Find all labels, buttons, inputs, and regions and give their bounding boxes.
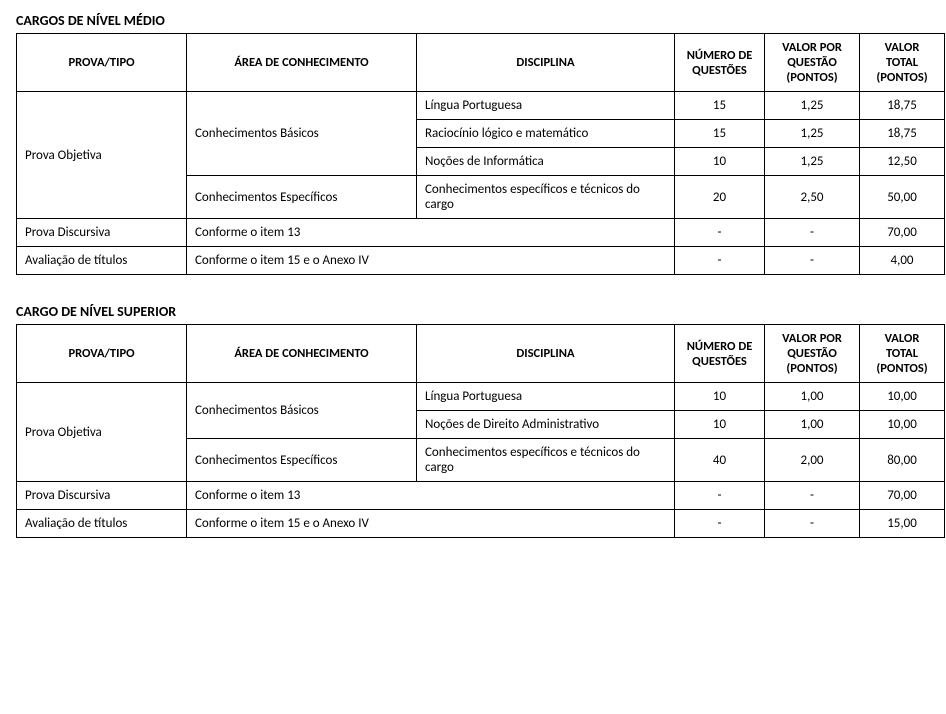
cell-num: - [675, 219, 765, 247]
col-disciplina: DISCIPLINA [417, 325, 675, 383]
cell-area-basicos: Conhecimentos Básicos [187, 383, 417, 439]
cell-vpq: 1,00 [765, 383, 860, 411]
cell-area-especificos: Conhecimentos Específicos [187, 439, 417, 482]
cell-prova-objetiva: Prova Objetiva [17, 92, 187, 219]
col-num: NÚMERO DE QUESTÕES [675, 34, 765, 92]
section-title-medio: CARGOS DE NÍVEL MÉDIO [16, 12, 930, 29]
col-disciplina: DISCIPLINA [417, 34, 675, 92]
col-prova: PROVA/TIPO [17, 34, 187, 92]
cell-vt: 50,00 [860, 176, 945, 219]
cell-disciplina: Raciocínio lógico e matemático [417, 120, 675, 148]
col-vpq: VALOR POR QUESTÃO (PONTOS) [765, 34, 860, 92]
section-title-superior: CARGO DE NÍVEL SUPERIOR [16, 303, 930, 320]
col-vt: VALOR TOTAL (PONTOS) [860, 325, 945, 383]
cell-num: - [675, 247, 765, 275]
cell-prova-discursiva: Prova Discursiva [17, 482, 187, 510]
cell-vt: 80,00 [860, 439, 945, 482]
cell-prova-objetiva: Prova Objetiva [17, 383, 187, 482]
cell-avaliacao-titulos: Avaliação de títulos [17, 510, 187, 538]
cell-vpq: 1,25 [765, 148, 860, 176]
table-row: Prova Objetiva Conhecimentos Básicos Lín… [17, 383, 945, 411]
cell-num: 15 [675, 120, 765, 148]
cell-vt: 10,00 [860, 411, 945, 439]
col-prova: PROVA/TIPO [17, 325, 187, 383]
cell-vpq: - [765, 482, 860, 510]
cell-avaliacao-titulos: Avaliação de títulos [17, 247, 187, 275]
table-header-row: PROVA/TIPO ÁREA DE CONHECIMENTO DISCIPLI… [17, 34, 945, 92]
cell-vpq: 1,00 [765, 411, 860, 439]
table-row: Avaliação de títulos Conforme o item 15 … [17, 247, 945, 275]
cell-vt: 4,00 [860, 247, 945, 275]
table-medio: PROVA/TIPO ÁREA DE CONHECIMENTO DISCIPLI… [16, 33, 945, 275]
col-vpq: VALOR POR QUESTÃO (PONTOS) [765, 325, 860, 383]
col-area: ÁREA DE CONHECIMENTO [187, 325, 417, 383]
cell-disciplina: Noções de Direito Administrativo [417, 411, 675, 439]
cell-disciplina: Noções de Informática [417, 148, 675, 176]
cell-num: 15 [675, 92, 765, 120]
cell-vt: 12,50 [860, 148, 945, 176]
cell-disciplina: Língua Portuguesa [417, 383, 675, 411]
cell-vpq: 2,00 [765, 439, 860, 482]
col-num: NÚMERO DE QUESTÕES [675, 325, 765, 383]
cell-vt: 15,00 [860, 510, 945, 538]
cell-num: - [675, 510, 765, 538]
cell-area-especificos: Conhecimentos Específicos [187, 176, 417, 219]
table-row: Avaliação de títulos Conforme o item 15 … [17, 510, 945, 538]
cell-disciplina: Conhecimentos específicos e técnicos do … [417, 439, 675, 482]
cell-vpq: - [765, 219, 860, 247]
table-header-row: PROVA/TIPO ÁREA DE CONHECIMENTO DISCIPLI… [17, 325, 945, 383]
col-vt: VALOR TOTAL (PONTOS) [860, 34, 945, 92]
cell-vt: 18,75 [860, 92, 945, 120]
cell-area-basicos: Conhecimentos Básicos [187, 92, 417, 176]
cell-area-discursiva: Conforme o item 13 [187, 482, 675, 510]
cell-vpq: 2,50 [765, 176, 860, 219]
cell-vt: 70,00 [860, 482, 945, 510]
cell-num: 40 [675, 439, 765, 482]
cell-num: 10 [675, 411, 765, 439]
cell-vt: 70,00 [860, 219, 945, 247]
col-area: ÁREA DE CONHECIMENTO [187, 34, 417, 92]
cell-vpq: - [765, 247, 860, 275]
table-row: Prova Discursiva Conforme o item 13 - - … [17, 219, 945, 247]
cell-vt: 10,00 [860, 383, 945, 411]
cell-disciplina: Conhecimentos específicos e técnicos do … [417, 176, 675, 219]
cell-area-titulos: Conforme o item 15 e o Anexo IV [187, 510, 675, 538]
cell-vt: 18,75 [860, 120, 945, 148]
cell-num: 10 [675, 383, 765, 411]
table-superior: PROVA/TIPO ÁREA DE CONHECIMENTO DISCIPLI… [16, 324, 945, 538]
cell-area-discursiva: Conforme o item 13 [187, 219, 675, 247]
cell-num: 10 [675, 148, 765, 176]
cell-vpq: 1,25 [765, 120, 860, 148]
table-row: Prova Discursiva Conforme o item 13 - - … [17, 482, 945, 510]
cell-vpq: 1,25 [765, 92, 860, 120]
cell-area-titulos: Conforme o item 15 e o Anexo IV [187, 247, 675, 275]
cell-num: 20 [675, 176, 765, 219]
cell-vpq: - [765, 510, 860, 538]
cell-prova-discursiva: Prova Discursiva [17, 219, 187, 247]
table-row: Prova Objetiva Conhecimentos Básicos Lín… [17, 92, 945, 120]
cell-num: - [675, 482, 765, 510]
cell-disciplina: Língua Portuguesa [417, 92, 675, 120]
